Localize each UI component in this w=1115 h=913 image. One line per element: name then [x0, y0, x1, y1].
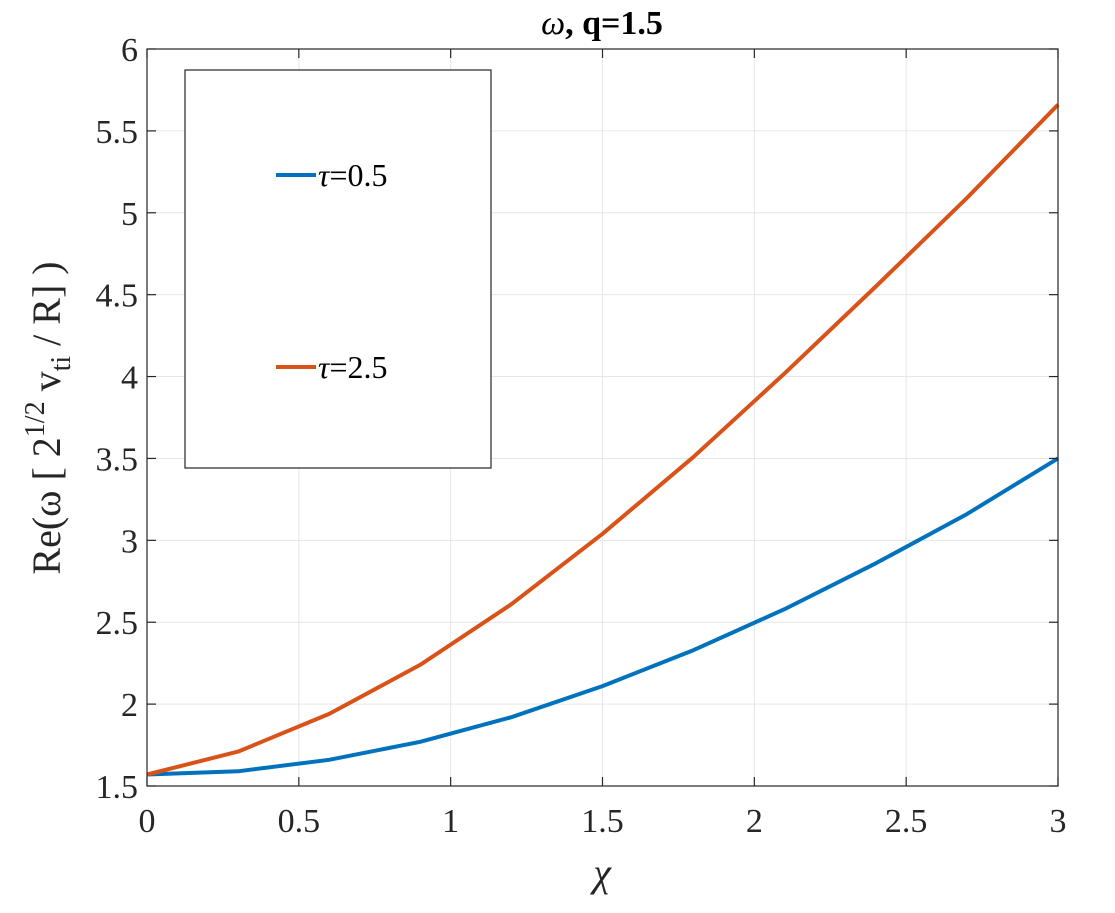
- y-tick-label-3-5: 3.5: [96, 441, 139, 478]
- y-axis-label-sup: 1/2: [20, 401, 51, 437]
- x-tick-labels: 0 0.5 1 1.5 2 2.5 3: [139, 803, 1067, 840]
- y-tick-labels: 1.5 2 2.5 3 3.5 4 4.5 5 5.5 6: [96, 32, 139, 806]
- y-tick-label-4: 4: [121, 360, 138, 397]
- y-tick-label-2: 2: [121, 687, 138, 724]
- y-axis-label-main: Re(ω [ 2: [24, 437, 69, 574]
- legend-entry-tau-0-5: τ=0.5: [276, 157, 388, 193]
- x-tick-label-0: 0: [139, 803, 156, 840]
- chart-title-rest: , q=1.5: [565, 5, 663, 42]
- chart-title-symbol: ω: [541, 5, 565, 42]
- y-tick-label-4-5: 4.5: [96, 278, 139, 315]
- ticks: [146, 48, 1059, 787]
- legend-label-tau-0-5: τ=0.5: [318, 157, 388, 193]
- series-line-tau-0-5: [146, 456, 1060, 777]
- y-axis-label-sub: ti: [46, 356, 77, 372]
- y-tick-label-5: 5: [121, 196, 138, 233]
- legend-symbol-tau-2-5: τ: [318, 349, 331, 385]
- legend-symbol-tau-0-5: τ: [318, 157, 331, 193]
- y-axis-label-mid: v: [24, 371, 69, 401]
- y-axis-label-end: / R] ): [24, 261, 69, 355]
- x-tick-label-2-5: 2.5: [885, 803, 928, 840]
- x-axis-label: χ: [589, 850, 612, 895]
- x-tick-label-3: 3: [1050, 803, 1067, 840]
- legend-box: [184, 69, 492, 469]
- x-tick-label-1: 1: [442, 803, 459, 840]
- chart-title: ω, q=1.5: [541, 5, 663, 42]
- legend-label-tau-2-5: τ=2.5: [318, 349, 388, 385]
- x-tick-label-1-5: 1.5: [581, 803, 624, 840]
- legend: τ=0.5 τ=2.5: [184, 69, 492, 469]
- legend-value-tau-0-5: =0.5: [329, 157, 387, 193]
- x-tick-label-2: 2: [746, 803, 763, 840]
- legend-value-tau-2-5: =2.5: [329, 349, 387, 385]
- y-axis-label: Re(ω [ 21/2 vti / R] ): [20, 261, 77, 574]
- x-tick-label-0-5: 0.5: [278, 803, 321, 840]
- y-tick-label-5-5: 5.5: [96, 114, 139, 151]
- series-line-tau-2-5: [146, 103, 1060, 777]
- legend-entry-tau-2-5: τ=2.5: [276, 349, 388, 385]
- series-layer: [146, 103, 1060, 777]
- y-tick-label-6: 6: [121, 32, 138, 69]
- y-tick-label-3: 3: [121, 523, 138, 560]
- y-tick-label-2-5: 2.5: [96, 605, 139, 642]
- y-tick-label-1-5: 1.5: [96, 769, 139, 806]
